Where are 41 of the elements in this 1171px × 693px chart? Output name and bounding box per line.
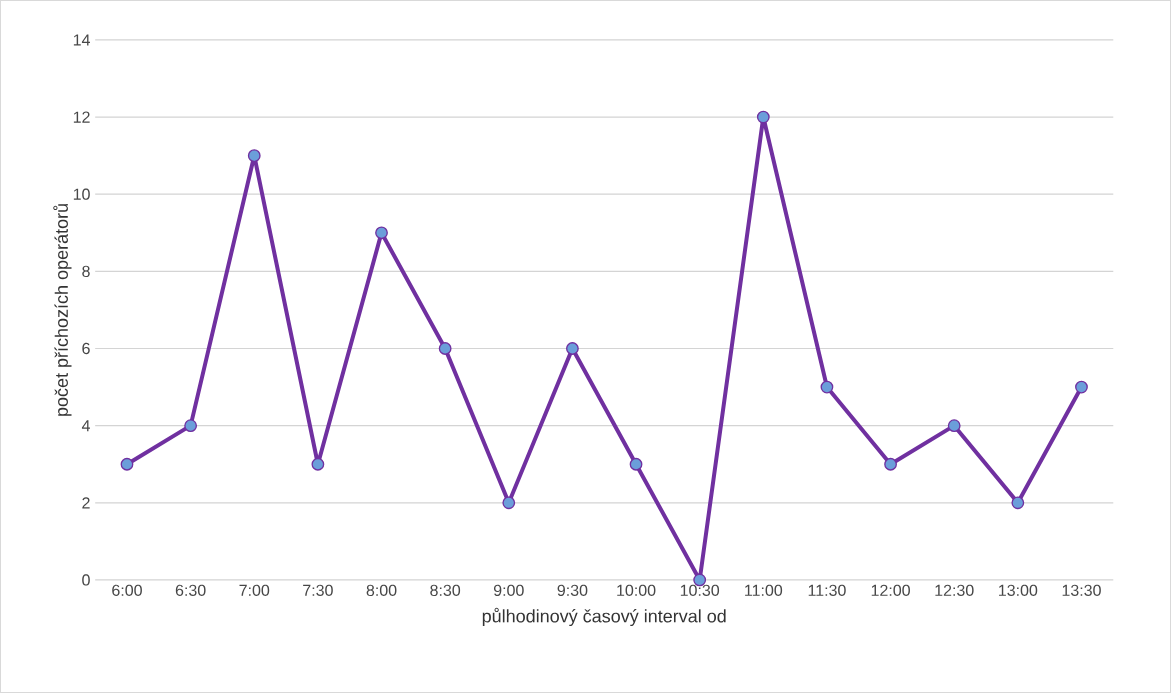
x-tick-label: 13:00 — [999, 584, 1038, 597]
x-tick-label: 6:30 — [175, 584, 206, 597]
point — [438, 342, 452, 355]
y-tick-label: 8 — [82, 265, 90, 278]
point — [947, 419, 961, 433]
point — [184, 419, 198, 433]
x-tick-label: 8:30 — [430, 584, 461, 597]
point — [756, 110, 770, 124]
x-tick-label: 11:00 — [745, 584, 783, 597]
x-tick-label: 9:00 — [493, 584, 524, 597]
x-tick-label: 9:30 — [557, 584, 588, 597]
x-tick-label: 7:30 — [303, 584, 333, 597]
y-axis-title: počet příchozích operátorů — [53, 204, 72, 416]
point — [1011, 496, 1025, 510]
y-tick-label: 14 — [73, 34, 90, 46]
point — [566, 342, 579, 355]
point — [1075, 380, 1088, 394]
x-tick-label: 10:00 — [617, 584, 656, 597]
point — [375, 226, 388, 240]
x-tick-label: 8:00 — [366, 584, 397, 597]
y-tick-label: 4 — [81, 420, 90, 432]
point — [247, 149, 261, 163]
point — [820, 380, 834, 394]
y-tick-label: 0 — [82, 574, 90, 586]
y-tick-label: 2 — [82, 497, 90, 509]
x-tick-label: 11:30 — [808, 584, 846, 597]
y-tick-label: 6 — [82, 342, 90, 355]
x-tick-label: 12:30 — [935, 584, 974, 597]
point — [884, 457, 897, 471]
x-tick-label: 10:30 — [680, 584, 720, 597]
x-tick-label: 13:30 — [1062, 584, 1101, 597]
x-tick-label: 12:00 — [871, 584, 910, 597]
x-axis-title: půlhodinový časový interval od — [482, 607, 726, 627]
point — [502, 496, 516, 510]
x-tick-label: 7:00 — [239, 584, 270, 597]
point — [311, 457, 325, 471]
point — [629, 457, 643, 471]
y-tick-label: 12 — [73, 111, 90, 123]
x-tick-label: 6:00 — [112, 584, 142, 597]
y-tick-label: 10 — [73, 188, 90, 200]
point — [120, 457, 134, 471]
